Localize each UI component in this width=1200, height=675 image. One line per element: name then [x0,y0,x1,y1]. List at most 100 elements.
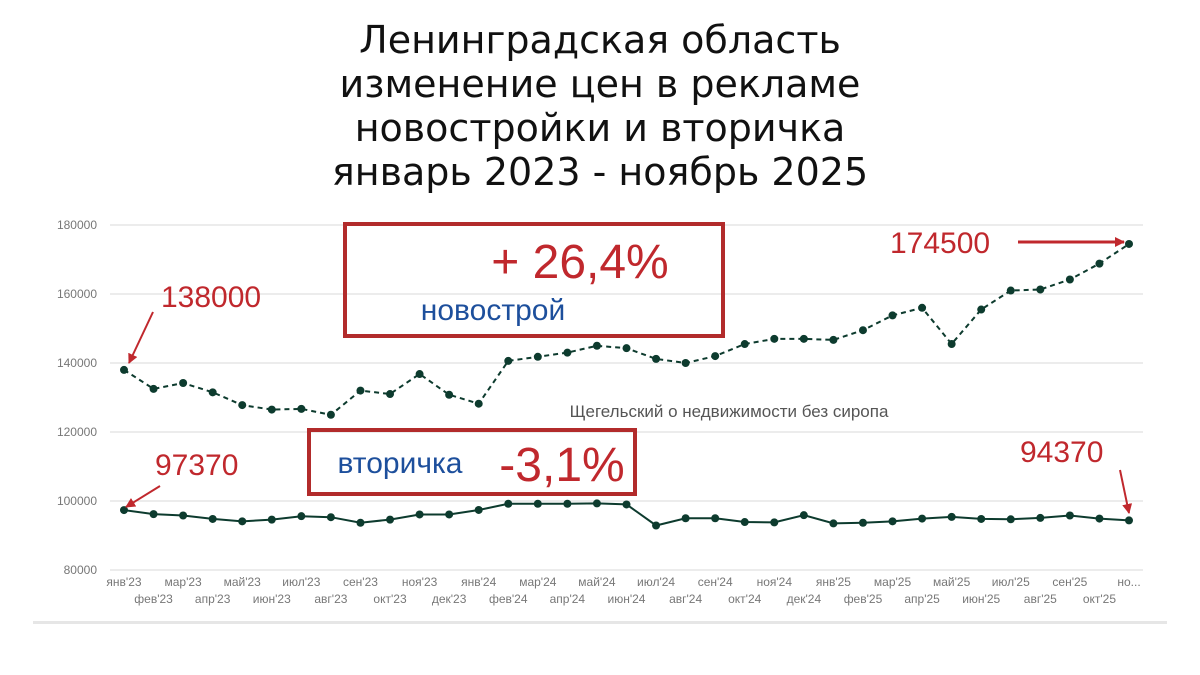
secondary-data-point [858,518,867,527]
x-tick-label: окт'25 [1083,592,1117,606]
y-tick-label: 160000 [57,287,97,301]
new-build-data-point [208,388,217,397]
bottom-divider [33,621,1167,624]
secondary-start-value: 97370 [155,449,238,482]
secondary-data-point [681,514,690,523]
secondary-data-point [770,518,779,527]
secondary-data-point [711,514,720,523]
x-tick-label: янв'24 [461,575,496,589]
x-tick-label: окт'23 [373,592,407,606]
secondary-data-point [238,517,247,526]
secondary-data-point [1065,511,1074,520]
secondary-start-arrow [125,485,161,508]
new-build-data-point [681,359,690,367]
x-tick-label: авг'24 [669,592,702,606]
x-tick-label: мар'25 [874,575,912,589]
x-tick-label: сен'24 [698,575,733,589]
x-tick-label: май'24 [578,575,616,589]
new-build-data-point [622,344,631,353]
new-build-data-point [238,401,247,410]
x-tick-label: дек'23 [432,592,467,606]
new-build-data-point [829,335,838,344]
new-build-data-point [504,356,513,365]
new-build-data-point [326,410,335,419]
new-build-data-point [711,352,720,361]
x-tick-label: май'25 [933,575,971,589]
secondary-data-point [592,499,601,508]
secondary-data-point [533,499,542,508]
secondary-data-point [1095,514,1104,523]
secondary-data-point [120,506,128,515]
new-build-data-point [297,404,306,413]
new-build-data-point [799,334,808,343]
x-tick-label: ноя'23 [402,575,438,589]
new-build-data-point [858,326,867,335]
new-build-start-arrow [128,311,154,364]
new-build-data-point [652,354,661,363]
x-tick-label: апр'25 [904,592,940,606]
x-tick-label: июл'25 [992,575,1030,589]
new-build-annotation-box [343,222,725,338]
chart-title-line-4: январь 2023 - ноябрь 2025 [331,150,869,194]
y-tick-label: 100000 [57,494,97,508]
y-tick-label: 80000 [64,563,98,577]
new-build-data-point [474,399,483,408]
new-build-data-point [149,384,158,393]
new-build-data-point [267,405,276,414]
x-tick-label: фев'23 [134,592,173,606]
new-build-change-percent: + 26,4% [491,236,668,289]
x-tick-label: янв'23 [106,575,141,589]
new-build-data-point [918,303,927,312]
watermark-text: Щегельский о недвижимости без сиропа [570,402,889,421]
secondary-data-point [386,515,395,524]
x-tick-label: фев'24 [489,592,528,606]
x-tick-label: мар'23 [164,575,202,589]
secondary-data-point [918,514,927,523]
secondary-data-point [799,511,808,520]
x-tick-label: авг'23 [314,592,347,606]
new-build-data-point [740,340,749,349]
secondary-data-point [888,517,897,526]
secondary-data-point [267,515,276,524]
y-tick-label: 180000 [57,218,97,232]
x-tick-label: июн'23 [253,592,291,606]
secondary-data-point [1036,513,1045,522]
new-build-data-point [592,341,601,350]
secondary-annotation-box [307,428,637,496]
secondary-change-percent: -3,1% [499,439,624,492]
secondary-data-point [208,514,217,523]
new-build-data-point [770,334,779,343]
new-build-data-point [563,348,572,357]
y-tick-label: 140000 [57,356,97,370]
series-lines [120,239,1133,530]
secondary-data-point [977,514,986,523]
secondary-data-point [179,511,188,520]
x-tick-label: мар'24 [519,575,557,589]
secondary-end-value: 94370 [1020,436,1103,469]
new-build-data-point [1095,259,1104,268]
x-axis-tick-labels: янв'23 фев'23 мар'23 апр'23 май'23 июн'23 июл'… [106,575,1140,606]
x-tick-label: июн'24 [608,592,646,606]
chart-title-line-3: новостройки и вторичка [354,106,846,150]
secondary-data-point [740,518,749,527]
x-tick-label: ноя'24 [757,575,793,589]
x-tick-label: янв'25 [816,575,851,589]
secondary-label: вторичка [338,447,463,480]
secondary-data-point [947,512,956,521]
x-tick-label: апр'23 [195,592,231,606]
x-tick-label: фев'25 [844,592,883,606]
new-build-data-point [1036,285,1045,294]
x-tick-label: окт'24 [728,592,762,606]
new-build-data-point [179,379,188,388]
x-tick-label: дек'24 [787,592,822,606]
secondary-data-point [297,512,306,521]
new-build-data-point [386,390,395,399]
new-build-data-point [1006,286,1015,295]
new-build-data-point [356,386,365,395]
secondary-data-point [415,510,424,519]
x-tick-label: апр'24 [550,592,586,606]
x-tick-label: но... [1117,575,1140,589]
x-tick-label: июл'24 [637,575,675,589]
x-tick-label: июн'25 [962,592,1000,606]
secondary-data-point [326,513,335,522]
